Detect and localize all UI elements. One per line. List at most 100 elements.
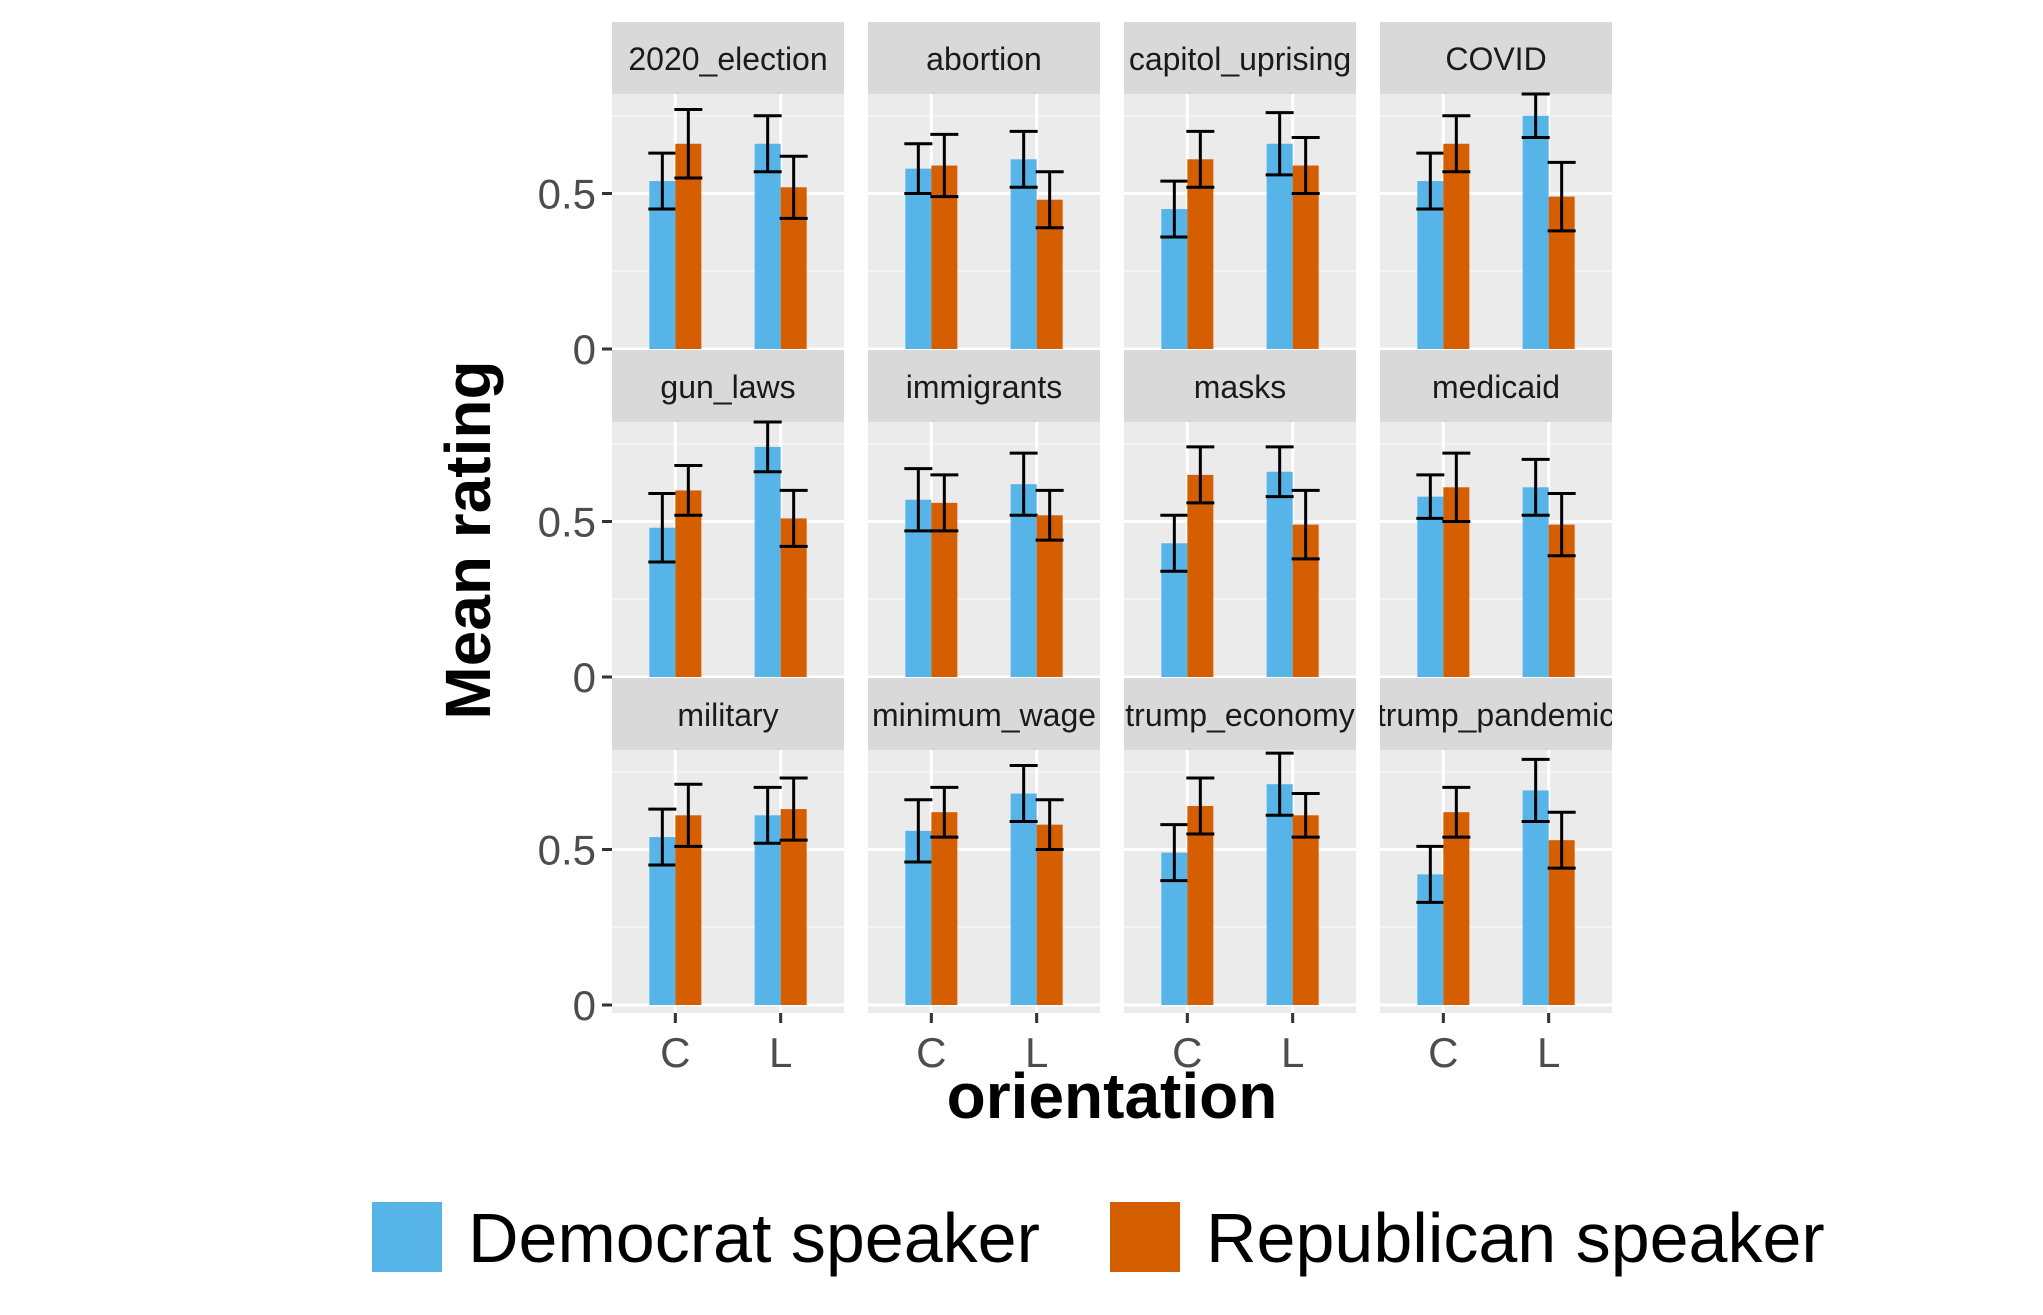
error-bar-republican-speaker-l [779,154,808,220]
facet-strip [868,350,1100,422]
error-bar-republican-speaker-l [1291,136,1320,196]
error-bar-democrat-speaker-l [753,420,782,474]
facet-strip [612,678,844,750]
bar-republican-speaker-l [780,809,807,1005]
error-bar-democrat-speaker-c [1160,513,1189,573]
error-bar-republican-speaker-l [1547,160,1576,233]
error-bar-republican-speaker-l [1035,488,1064,542]
error-bar-democrat-speaker-c [1416,473,1445,520]
error-bar-democrat-speaker-c [648,151,677,211]
bar-republican-speaker-c [931,812,958,1005]
facet-title: 2020_election [628,41,827,77]
y-tick-label: 0.5 [538,827,596,874]
error-bar-republican-speaker-l [1035,798,1064,852]
x-tick-label-c: C [916,1029,946,1076]
error-bar-republican-speaker-c [674,464,703,517]
facet-title: medicaid [1432,369,1560,405]
error-bar-republican-speaker-c [674,108,703,180]
facet-strip [1380,22,1612,94]
error-bar-democrat-speaker-l [1265,445,1294,499]
y-axis-title: Mean rating [432,360,504,719]
facet-title: trump_pandemic [1377,697,1615,733]
bar-democrat-speaker-l [1010,793,1037,1005]
error-bar-democrat-speaker-c [904,467,933,533]
x-tick-label-c: C [660,1029,690,1076]
facet-minimum-wage: minimum_wage [868,678,1100,1013]
error-bar-democrat-speaker-c [648,492,677,564]
legend-item-democrat-speaker: Democrat speaker [372,1199,1040,1277]
bar-republican-speaker-c [1443,812,1470,1005]
bar-democrat-speaker-c [1417,496,1444,677]
facet-trump-economy: trump_economy [1124,678,1356,1013]
facet-capitol-uprising: capitol_uprising [1124,22,1356,357]
error-bar-democrat-speaker-c [1416,844,1445,904]
error-bar-democrat-speaker-l [1265,111,1294,177]
bar-republican-speaker-c [1187,474,1214,677]
panel-background [868,422,1100,685]
facet-covid: COVID [1380,22,1612,357]
legend-swatch [372,1202,442,1272]
facet-strip [1124,678,1356,750]
y-tick-label: 0.5 [538,171,596,218]
bar-republican-speaker-l [1036,824,1063,1005]
panel-background [868,94,1100,357]
error-bar-democrat-speaker-l [1521,92,1550,140]
error-bar-republican-speaker-c [930,132,959,199]
panel-background [612,750,844,1013]
legend-label: Republican speaker [1206,1199,1825,1277]
bar-republican-speaker-c [1187,805,1214,1005]
x-tick-label-c: C [1428,1029,1458,1076]
error-bar-republican-speaker-l [1035,170,1064,230]
facet-gun-laws: gun_laws [612,350,844,685]
error-bar-democrat-speaker-l [1009,451,1038,517]
bar-democrat-speaker-l [754,815,781,1005]
x-tick-label-l: L [769,1029,792,1076]
legend-item-republican-speaker: Republican speaker [1110,1199,1825,1277]
error-bar-republican-speaker-c [1442,114,1471,174]
y-tick-label: 0 [573,982,596,1029]
facet-title: gun_laws [660,369,795,405]
bar-democrat-speaker-l [1522,115,1549,349]
panel-background [1124,422,1356,685]
facet-title: COVID [1445,41,1546,77]
error-bar-republican-speaker-c [1186,445,1215,505]
error-bar-republican-speaker-l [1291,488,1320,561]
facet-panels: 2020_election abortion capitol_uprising COV… [612,22,1615,1013]
error-bar-democrat-speaker-l [1009,129,1038,189]
facet-masks: masks [1124,350,1356,685]
facet-strip [1124,350,1356,422]
error-bar-republican-speaker-c [1442,451,1471,524]
bar-republican-speaker-c [675,490,702,677]
panel-background [868,750,1100,1013]
bar-democrat-speaker-c [905,168,932,349]
y-axes: 0 0.5 0 0.5 0 0.5 [538,171,612,1029]
facet-abortion: abortion [868,22,1100,357]
facet-title: military [677,697,778,733]
bar-democrat-speaker-l [1266,784,1293,1005]
x-tick-label-l: L [1025,1029,1048,1076]
error-bar-republican-speaker-l [779,776,808,842]
facet-title: capitol_uprising [1129,41,1351,77]
error-bar-democrat-speaker-l [1521,757,1550,824]
error-bar-democrat-speaker-l [1009,764,1038,824]
panel-background [612,422,844,685]
facet-strip [612,22,844,94]
facet-strip [868,678,1100,750]
panel-background [1124,750,1356,1013]
x-tick-label-c: C [1172,1029,1202,1076]
x-tick-label-l: L [1281,1029,1304,1076]
facet-strip [612,350,844,422]
error-bar-democrat-speaker-l [753,114,782,174]
facet-title: trump_economy [1125,697,1354,733]
facet-title: minimum_wage [872,697,1096,733]
error-bar-democrat-speaker-l [1521,457,1550,517]
legend-swatch [1110,1202,1180,1272]
facet-title: immigrants [906,369,1062,405]
x-tick-label-l: L [1537,1029,1560,1076]
facet-strip [868,22,1100,94]
bar-democrat-speaker-l [1266,143,1293,349]
error-bar-republican-speaker-l [1291,792,1320,839]
facet-title: masks [1194,369,1286,405]
